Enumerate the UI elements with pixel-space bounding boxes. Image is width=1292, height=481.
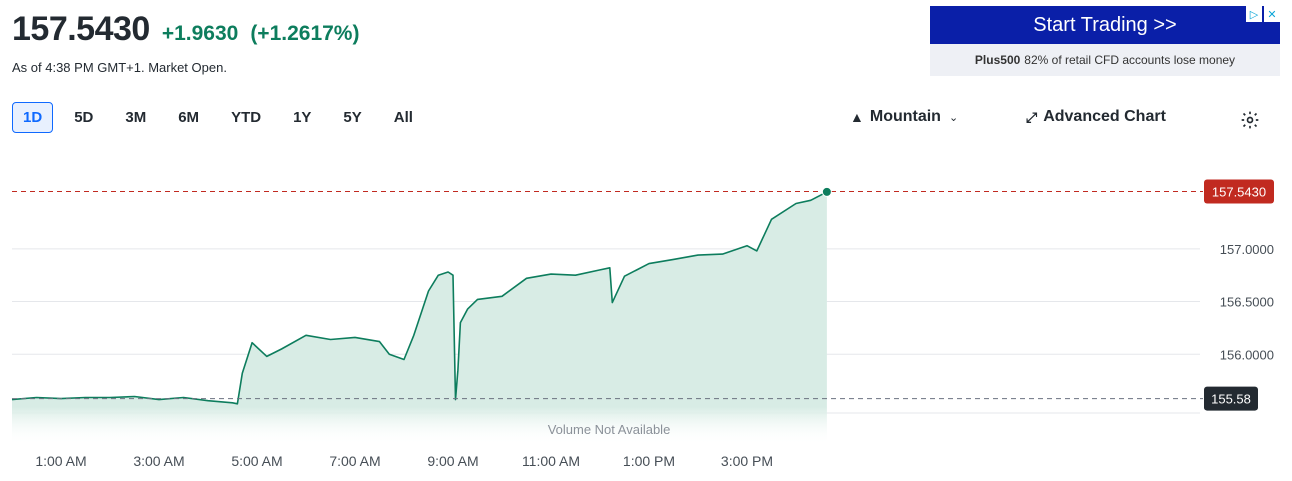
- chart-type-label: Mountain: [869, 108, 941, 125]
- y-tick-label: 156.5000: [1220, 295, 1274, 310]
- x-tick-label: 3:00 AM: [133, 453, 184, 469]
- ad-brand: Plus500: [974, 53, 1021, 67]
- price-change: +1.9630: [161, 22, 239, 45]
- price-line: [11, 191, 828, 405]
- x-tick-label: 3:00 PM: [721, 453, 773, 469]
- x-tick-label: 5:00 AM: [231, 453, 282, 469]
- ad-disclaimer-bar: Plus500 82% of retail CFD accounts lose …: [930, 44, 1280, 76]
- quote-header: 157.5430 +1.9630 (+1.2617%): [12, 10, 359, 49]
- gear-icon: [1241, 111, 1259, 129]
- range-button-5y[interactable]: 5Y: [343, 109, 362, 126]
- quote-timestamp: As of 4:38 PM GMT+1. Market Open.: [12, 60, 227, 75]
- advanced-chart-button[interactable]: ⤢ Advanced Chart: [1026, 108, 1166, 126]
- range-button-1d[interactable]: 1D: [12, 102, 54, 133]
- x-tick-label: 1:00 PM: [623, 453, 675, 469]
- range-button-ytd[interactable]: YTD: [231, 109, 262, 126]
- range-button-1y[interactable]: 1Y: [293, 109, 312, 126]
- range-button-3m[interactable]: 3M: [125, 109, 147, 126]
- ad-disclaimer: 82% of retail CFD accounts lose money: [1024, 53, 1236, 67]
- expand-icon: ⤢: [1026, 108, 1038, 125]
- y-tick-label: 157.0000: [1220, 242, 1274, 257]
- chevron-down-icon: ⌄: [948, 111, 959, 124]
- x-tick-label: 7:00 AM: [329, 453, 380, 469]
- ad-close-icon[interactable]: ✕: [1264, 6, 1280, 22]
- range-button-6m[interactable]: 6M: [178, 109, 200, 126]
- x-tick-label: 9:00 AM: [427, 453, 478, 469]
- current-price: 157.5430: [12, 10, 150, 48]
- ad-headline-bar[interactable]: Start Trading >> ▷ ✕: [930, 6, 1280, 44]
- ad-headline[interactable]: Start Trading >>: [1033, 13, 1177, 36]
- current-price-label: 157.5430: [1212, 185, 1266, 200]
- chart-type-dropdown[interactable]: ▲ Mountain ⌄: [850, 108, 958, 126]
- range-button-all[interactable]: All: [393, 109, 413, 126]
- ad-info-icon[interactable]: ▷: [1246, 6, 1262, 22]
- current-price-tag: [1204, 179, 1274, 204]
- price-change-percent: (+1.2617%): [250, 22, 360, 45]
- mountain-icon: ▲: [850, 109, 864, 125]
- previous-close-tag: [1204, 386, 1258, 411]
- y-tick-label: 156.0000: [1220, 347, 1274, 362]
- advanced-chart-label: Advanced Chart: [1043, 108, 1166, 125]
- price-chart[interactable]: 157.5430 157.0000 156.5000 156.0000 155.58 Vo…: [0, 140, 1292, 481]
- current-price-dot: [821, 186, 832, 197]
- range-button-5d[interactable]: 5D: [74, 109, 94, 126]
- settings-button[interactable]: [1240, 110, 1260, 130]
- range-selector: 1D 5D 3M 6M YTD 1Y 5Y All: [12, 102, 434, 133]
- volume-note: Volume Not Available: [548, 422, 671, 437]
- x-tick-label: 1:00 AM: [35, 453, 86, 469]
- ad-banner[interactable]: Start Trading >> ▷ ✕ Plus500 82% of reta…: [930, 6, 1280, 76]
- previous-close-label: 155.58: [1211, 392, 1251, 407]
- x-tick-label: 11:00 AM: [522, 453, 580, 469]
